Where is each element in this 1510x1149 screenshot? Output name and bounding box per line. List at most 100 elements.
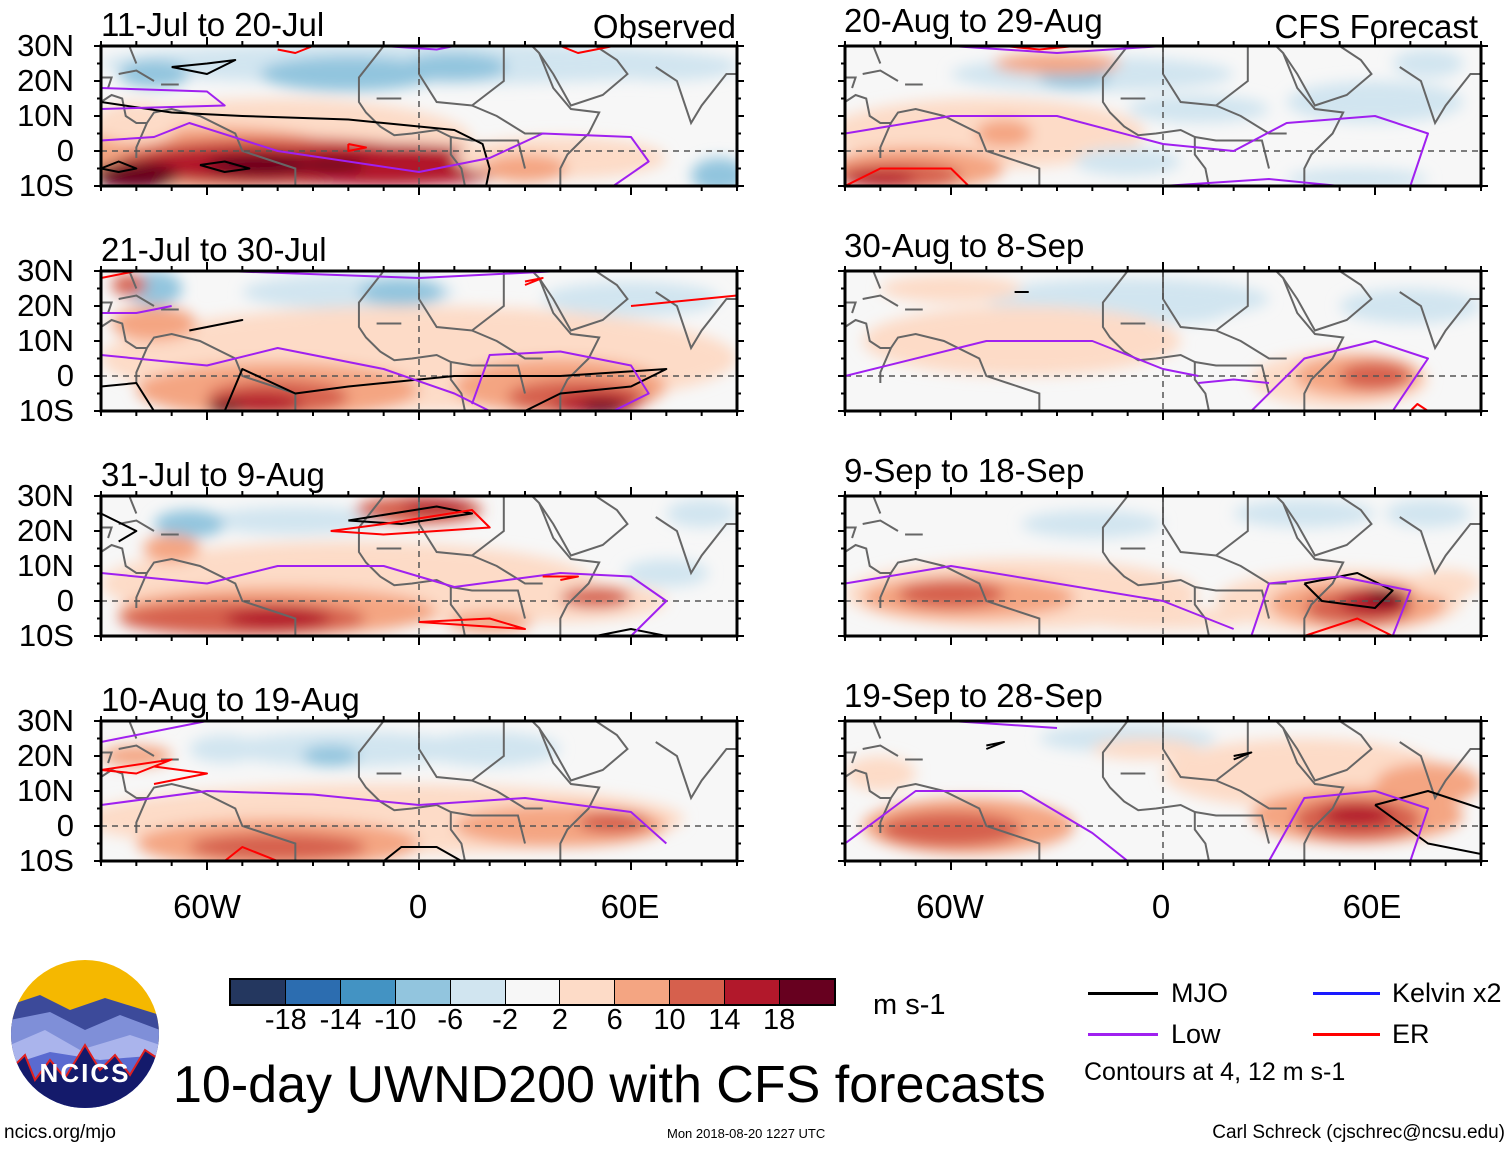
- colorbar-swatch: [779, 980, 834, 1004]
- map-panels: [94, 37, 1488, 870]
- coastline: [538, 271, 629, 332]
- coastline: [1194, 811, 1270, 844]
- coastline: [450, 586, 526, 619]
- colorbar-swatch: [394, 980, 450, 1004]
- wind-anomaly-region: [1233, 499, 1376, 528]
- contour-line: [383, 846, 462, 861]
- contour-line: [845, 790, 1129, 861]
- contour-line: [330, 509, 491, 536]
- coastline: [1282, 721, 1373, 782]
- colorbar-swatch: [614, 980, 670, 1004]
- coastline: [879, 107, 1041, 186]
- contour-line: [153, 765, 208, 785]
- coastline: [471, 329, 543, 360]
- coastline: [101, 76, 113, 89]
- coastline: [1215, 779, 1287, 810]
- coastline: [1194, 586, 1270, 619]
- wind-anomaly-region: [691, 158, 737, 186]
- coastline: [357, 46, 466, 186]
- coastline: [531, 496, 601, 636]
- panel-title: 20-Aug to 29-Aug: [844, 2, 1103, 39]
- wind-anomaly-region: [1392, 49, 1464, 78]
- coastline: [118, 69, 155, 82]
- coastline: [357, 721, 466, 861]
- wind-anomaly-region: [845, 756, 916, 791]
- contour-line: [101, 87, 226, 110]
- colorbar-swatch: [724, 980, 780, 1004]
- panel-title: 31-Jul to 9-Aug: [101, 456, 325, 493]
- wind-anomaly-region: [1127, 95, 1270, 123]
- wind-anomaly-region: [1021, 510, 1163, 538]
- lat-label: 30N: [17, 28, 74, 63]
- panel-title: 11-Jul to 20-Jul: [101, 6, 325, 43]
- contour-note: Contours at 4, 12 m s-1: [1084, 1058, 1346, 1086]
- coastline: [1194, 136, 1270, 169]
- wind-anomaly-region: [578, 812, 649, 833]
- coastline: [845, 93, 891, 124]
- contour-line: [189, 319, 244, 332]
- wind-anomaly-region: [666, 499, 737, 528]
- coastline: [538, 496, 629, 557]
- lat-label: 20N: [17, 513, 74, 548]
- coastline: [1101, 46, 1210, 186]
- contour-line: [347, 143, 367, 152]
- contour-line: [101, 160, 138, 173]
- lon-label: 0: [408, 888, 428, 925]
- wind-anomaly-region: [581, 400, 624, 411]
- wind-anomaly-region: [595, 53, 737, 81]
- coastline: [128, 271, 138, 289]
- contour-line: [950, 46, 1164, 54]
- coastline: [1275, 271, 1345, 411]
- footer-author: Carl Schreck (cjschrec@ncsu.edu): [1212, 1122, 1505, 1143]
- coastline: [357, 496, 466, 636]
- footer-timestamp: Mon 2018-08-20 1227 UTC: [667, 1126, 826, 1141]
- mjo-line: [1088, 992, 1158, 995]
- wind-anomaly-region: [542, 281, 720, 317]
- coastline: [845, 76, 857, 89]
- coastline: [101, 301, 113, 314]
- coastline: [1101, 496, 1210, 636]
- contour-line: [101, 101, 491, 186]
- map-panel: [94, 712, 744, 870]
- coastline: [845, 751, 857, 764]
- coastline: [128, 496, 138, 514]
- lat-label: 0: [56, 358, 74, 393]
- coastline: [118, 744, 155, 757]
- coastline: [879, 332, 1041, 411]
- wind-anomaly-region: [1339, 288, 1481, 324]
- wind-anomaly-region: [1322, 805, 1393, 826]
- coastline: [101, 526, 113, 539]
- wind-anomaly-region: [111, 274, 147, 296]
- wind-anomaly-region: [302, 745, 359, 767]
- wind-anomaly-region: [143, 534, 200, 563]
- wind-anomaly-region: [358, 278, 444, 306]
- colorbar: [229, 978, 836, 1006]
- coastline: [357, 271, 466, 411]
- coastline: [1399, 741, 1481, 801]
- ncics-logo: NCICS: [11, 960, 159, 1108]
- contour-line: [101, 721, 208, 743]
- contour-line: [845, 115, 1429, 186]
- coastline: [872, 721, 882, 739]
- figure-title: 10-day UWND200 with CFS forecasts: [173, 1056, 1046, 1114]
- coastline: [1275, 496, 1345, 636]
- contour-line: [1198, 378, 1270, 384]
- coastline: [471, 104, 543, 135]
- panel-title: 9-Sep to 18-Sep: [844, 452, 1085, 489]
- wind-anomaly-region: [1286, 81, 1464, 123]
- coastline: [1215, 104, 1287, 135]
- contour-line: [845, 565, 1235, 630]
- colorbar-label: 2: [551, 1004, 568, 1036]
- lat-label: 10S: [18, 843, 74, 878]
- kelvin-line: [1313, 992, 1380, 995]
- wind-anomaly-region: [207, 400, 243, 411]
- forecast-label: CFS Forecast: [1274, 8, 1478, 45]
- panel-title: 30-Aug to 8-Sep: [844, 227, 1085, 264]
- footer-url: ncics.org/mjo: [4, 1122, 116, 1143]
- map-panel: [94, 487, 744, 645]
- colorbar-swatch: [669, 980, 725, 1004]
- colorbar-label: -2: [492, 1004, 518, 1036]
- logo-text: NCICS: [40, 1058, 131, 1088]
- coastline: [1282, 46, 1373, 107]
- coastline: [118, 519, 155, 532]
